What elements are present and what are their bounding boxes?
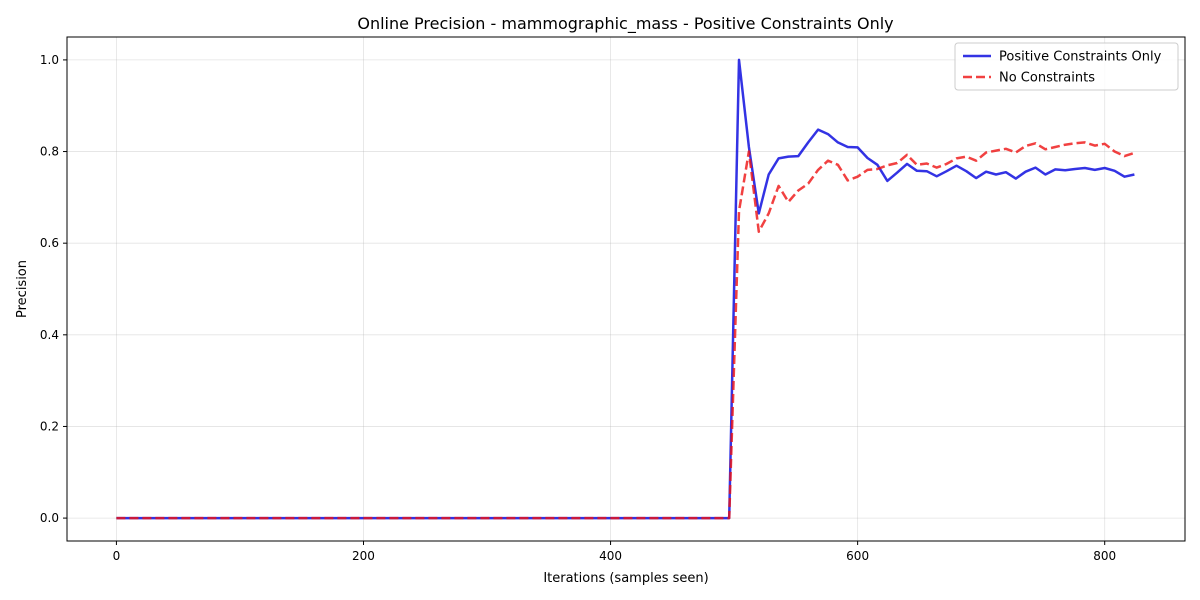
legend-label: Positive Constraints Only (999, 50, 1162, 65)
y-axis-ticks: 0.0 0.2 0.4 0.6 0.8 1.0 (40, 53, 67, 525)
series-lines (116, 58, 1135, 520)
series-line-1 (116, 58, 1135, 520)
y-tick-label: 0.0 (40, 511, 59, 525)
y-axis-label: Precision (15, 260, 30, 318)
x-tick-label: 0 (113, 549, 121, 563)
x-tick-label: 400 (599, 549, 622, 563)
legend: Positive Constraints Only No Constraints (954, 42, 1179, 91)
x-axis-ticks: 0 200 400 600 800 (113, 541, 1116, 563)
y-tick-label: 0.2 (40, 419, 59, 433)
y-tick-label: 0.4 (40, 328, 59, 342)
y-tick-label: 1.0 (40, 53, 59, 67)
plot-frame (66, 36, 1186, 542)
x-tick-label: 600 (846, 549, 869, 563)
series-line-2 (116, 141, 1135, 520)
y-tick-label: 0.8 (40, 145, 59, 159)
y-tick-label: 0.6 (40, 236, 59, 250)
legend-label: No Constraints (999, 71, 1095, 86)
x-tick-label: 200 (352, 549, 375, 563)
x-axis-label: Iterations (samples seen) (543, 571, 708, 586)
legend-box (954, 42, 1179, 91)
x-tick-label: 800 (1093, 549, 1116, 563)
chart-title: Online Precision - mammographic_mass - P… (357, 14, 893, 34)
